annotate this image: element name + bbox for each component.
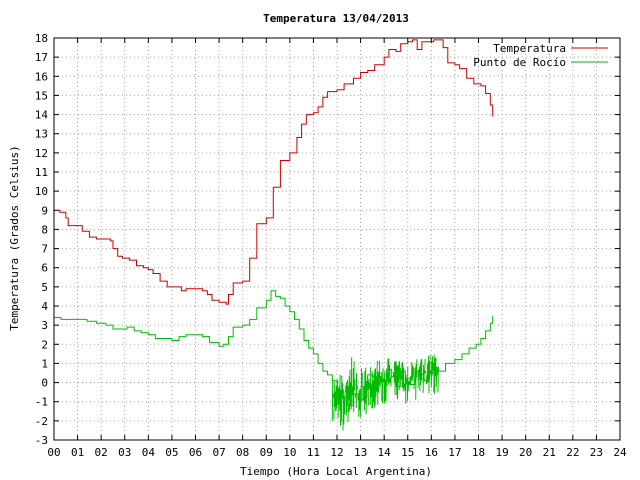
x-axis-label: Tiempo (Hora Local Argentina)	[240, 465, 432, 478]
y-tick-label: 0	[41, 377, 48, 390]
x-tick-label: 07	[212, 446, 225, 459]
y-tick-label: 11	[35, 166, 48, 179]
x-tick-label: 13	[354, 446, 367, 459]
x-axis-ticks: 00 01 02 03 04 05 06 07 08 09 10 11 12 13 14 15 16 17 18 19…	[47, 38, 627, 459]
y-tick-label: 3	[41, 319, 48, 332]
y-tick-label: 13	[35, 128, 48, 141]
legend-label-temperatura: Temperatura	[493, 42, 566, 55]
y-tick-label: 8	[41, 223, 48, 236]
x-tick-label: 03	[118, 446, 131, 459]
y-tick-label: 16	[35, 70, 48, 83]
x-tick-label: 19	[495, 446, 508, 459]
y-tick-label: 10	[35, 185, 48, 198]
x-tick-label: 05	[165, 446, 178, 459]
x-tick-label: 06	[189, 446, 202, 459]
y-tick-label: 6	[41, 262, 48, 275]
y-tick-label: 5	[41, 281, 48, 294]
x-tick-label: 18	[472, 446, 485, 459]
series-line-temperatura	[54, 39, 494, 305]
x-tick-label: 20	[519, 446, 532, 459]
x-tick-label: 02	[95, 446, 108, 459]
x-tick-label: 16	[425, 446, 438, 459]
y-tick-label: 4	[41, 300, 48, 313]
series-layer	[54, 39, 494, 431]
x-tick-label: 10	[283, 446, 296, 459]
legend-label-punto-de-rocio: Punto de Rocío	[473, 56, 566, 69]
legend: Temperatura Punto de Rocío	[473, 42, 608, 69]
x-tick-label: 15	[401, 446, 414, 459]
y-tick-label: 2	[41, 338, 48, 351]
x-tick-label: 14	[378, 446, 392, 459]
y-tick-label: 9	[41, 204, 48, 217]
x-tick-label: 23	[590, 446, 603, 459]
plot-frame	[53, 37, 621, 441]
series-line-punto-de-rocio	[54, 290, 494, 412]
y-tick-label: 1	[41, 357, 48, 370]
x-tick-label: 11	[307, 446, 320, 459]
chart-title: Temperatura 13/04/2013	[263, 12, 409, 25]
x-tick-label: 12	[330, 446, 343, 459]
x-tick-label: 00	[47, 446, 60, 459]
grid-lines	[54, 38, 620, 440]
y-tick-label: 12	[35, 147, 48, 160]
y-tick-label: -3	[35, 434, 48, 447]
y-tick-label: 14	[35, 109, 49, 122]
x-tick-label: 22	[566, 446, 579, 459]
y-tick-label: 17	[35, 51, 48, 64]
x-tick-label: 24	[613, 446, 627, 459]
x-tick-label: 21	[543, 446, 556, 459]
y-tick-label: 7	[41, 243, 48, 256]
x-tick-label: 01	[71, 446, 84, 459]
x-tick-label: 04	[142, 446, 156, 459]
x-tick-label: 09	[260, 446, 273, 459]
x-tick-label: 08	[236, 446, 249, 459]
y-tick-label: 15	[35, 89, 48, 102]
x-tick-label: 17	[448, 446, 461, 459]
y-tick-label: 18	[35, 32, 48, 45]
y-tick-label: -2	[35, 415, 48, 428]
series-noise-punto-de-rocio	[331, 354, 439, 431]
y-axis-label: Temperatura (Grados Celsius)	[8, 145, 21, 330]
y-tick-label: -1	[35, 396, 48, 409]
